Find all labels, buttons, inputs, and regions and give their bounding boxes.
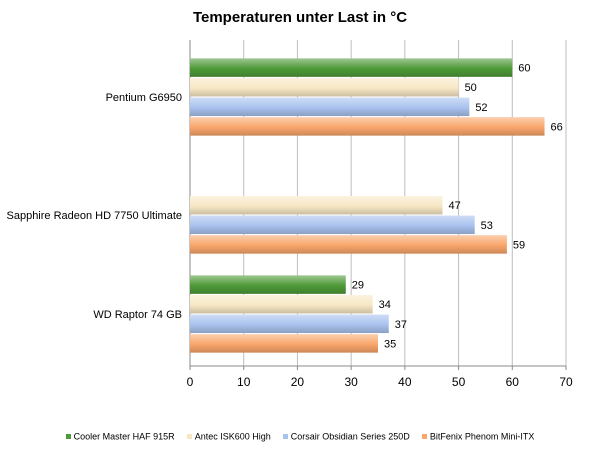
bar-value-label: 29 [352, 280, 364, 292]
chart-title: Temperaturen unter Last in °C [192, 9, 408, 26]
bar [190, 195, 443, 215]
bar [190, 215, 475, 235]
x-tick-label: 50 [452, 375, 466, 389]
legend-item: BitFenix Phenom Mini-ITX [421, 431, 535, 442]
legend: Cooler Master HAF 915R Antec ISK600 High C… [0, 431, 600, 442]
bar-value-label: 60 [518, 63, 530, 75]
bar-value-label: 53 [481, 220, 493, 232]
x-tick-label: 20 [291, 375, 305, 389]
legend-label: Corsair Obsidian Series 250D [290, 431, 410, 442]
category-label: Pentium G6950 [106, 92, 182, 104]
bar-value-label: 66 [551, 121, 563, 133]
legend-swatch [421, 434, 427, 440]
bar [190, 117, 545, 136]
legend-swatch [65, 434, 71, 440]
legend-label: BitFenix Phenom Mini-ITX [429, 431, 535, 442]
bar-value-label: 37 [395, 319, 407, 331]
x-tick-label: 10 [237, 375, 251, 389]
legend-swatch [282, 434, 288, 440]
bar [190, 235, 507, 254]
bar-value-label: 50 [465, 82, 477, 94]
legend-label: Antec ISK600 High [194, 431, 271, 442]
x-tick-label: 0 [187, 375, 194, 389]
legend-item: Corsair Obsidian Series 250D [282, 431, 410, 442]
x-tick-label: 40 [398, 375, 412, 389]
bar-value-label: 34 [379, 299, 391, 311]
x-tick-label: 30 [344, 375, 358, 389]
bar-value-label: 47 [448, 200, 460, 212]
x-tick-label: 60 [506, 375, 520, 389]
category-label: WD Raptor 74 GB [93, 309, 182, 321]
bar [190, 77, 459, 97]
legend-item: Antec ISK600 High [186, 431, 271, 442]
bar-value-label: 52 [475, 102, 487, 114]
legend-label: Cooler Master HAF 915R [73, 431, 175, 442]
bar [190, 334, 378, 353]
bar-value-label: 59 [513, 239, 525, 251]
x-tick-label: 70 [559, 375, 573, 389]
bar [190, 275, 346, 294]
bar-value-label: 35 [384, 338, 396, 350]
bar [190, 58, 513, 77]
bar [190, 314, 389, 334]
legend-item: Cooler Master HAF 915R [65, 431, 175, 442]
bar [190, 294, 373, 314]
bar [190, 97, 470, 117]
legend-swatch [186, 434, 192, 440]
category-label: Sapphire Radeon HD 7750 Ultimate [7, 210, 183, 222]
